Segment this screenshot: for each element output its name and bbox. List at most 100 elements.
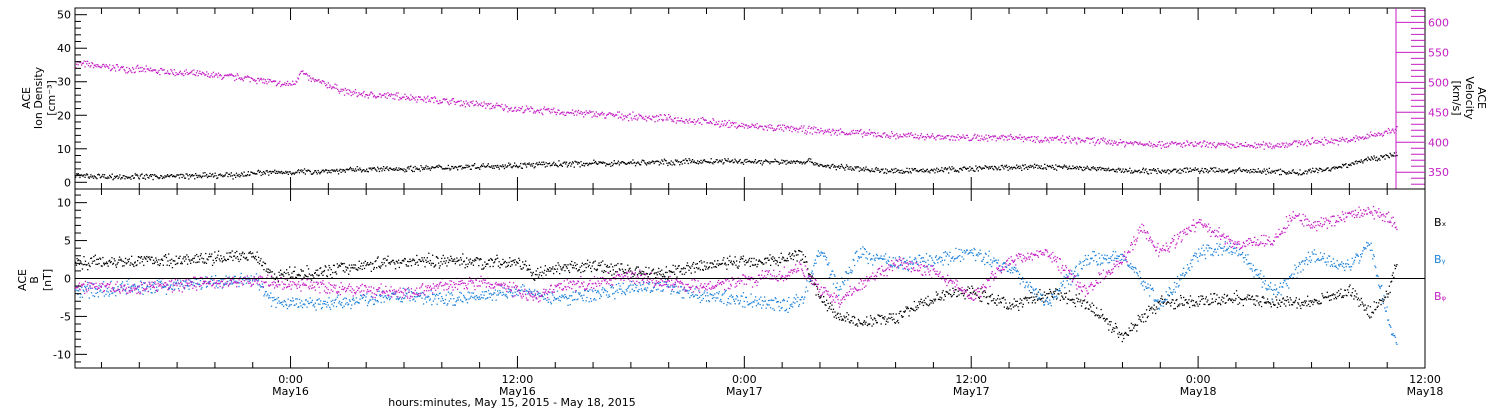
- bx-point: [355, 268, 357, 270]
- density-point: [428, 167, 431, 169]
- velocity-point: [77, 64, 79, 66]
- density-point: [1256, 171, 1259, 173]
- velocity-point: [605, 117, 607, 119]
- velocity-point: [939, 138, 941, 140]
- velocity-point: [466, 103, 468, 105]
- bx-point: [1372, 311, 1374, 313]
- bx-point: [750, 260, 752, 263]
- bx-point: [1360, 304, 1362, 306]
- bx-point: [227, 258, 230, 261]
- density-point: [864, 168, 866, 170]
- density-point: [1144, 169, 1146, 171]
- bx-point: [176, 263, 178, 265]
- bx-point: [1261, 296, 1263, 299]
- density-point: [1056, 169, 1058, 171]
- bx-point: [441, 263, 444, 265]
- density-point: [165, 176, 167, 178]
- bx-point: [672, 264, 674, 266]
- by-point: [78, 288, 81, 290]
- bx-point: [1147, 315, 1149, 317]
- density-point: [448, 167, 450, 170]
- velocity-point: [749, 126, 751, 128]
- bx-point: [1170, 301, 1173, 304]
- bx-point: [1052, 291, 1055, 293]
- bx-point: [129, 264, 131, 266]
- bx-point: [131, 255, 133, 257]
- density-point: [662, 160, 664, 162]
- bx-point: [537, 267, 539, 270]
- bx-point: [116, 263, 118, 265]
- bx-point: [224, 258, 226, 260]
- velocity-point: [764, 125, 766, 127]
- velocity-point: [450, 102, 452, 104]
- velocity-point: [474, 104, 476, 106]
- velocity-point: [584, 114, 586, 116]
- bx-point: [830, 308, 832, 310]
- bx-point: [263, 269, 265, 271]
- bx-point: [655, 277, 657, 279]
- density-point: [347, 169, 349, 171]
- velocity-point: [792, 126, 794, 128]
- velocity-point: [706, 122, 708, 124]
- velocity-point: [245, 76, 247, 78]
- velocity-point: [1326, 142, 1328, 145]
- bx-point: [825, 304, 827, 306]
- bx-point: [841, 319, 843, 321]
- velocity-point: [583, 116, 585, 118]
- velocity-point: [1102, 139, 1104, 141]
- velocity-point: [460, 100, 462, 102]
- velocity-point: [1042, 140, 1044, 142]
- density-point: [451, 165, 454, 168]
- density-point: [197, 174, 199, 177]
- bx-point: [1356, 299, 1359, 301]
- bx-point: [539, 271, 541, 274]
- density-point: [613, 160, 615, 162]
- velocity-point: [491, 105, 494, 108]
- velocity-point: [1175, 141, 1177, 144]
- density-point: [310, 173, 312, 175]
- density-point: [1372, 158, 1374, 161]
- density-point: [726, 160, 728, 162]
- density-point: [611, 164, 614, 167]
- bx-point: [115, 266, 118, 268]
- bx-point: [450, 257, 453, 260]
- bx-point: [382, 264, 384, 266]
- bx-point: [1353, 295, 1356, 297]
- velocity-point: [984, 138, 986, 140]
- bx-point: [132, 264, 134, 266]
- bx-point: [211, 253, 213, 255]
- bx-point: [317, 275, 320, 277]
- bx-point: [1062, 298, 1064, 300]
- density-point: [1314, 170, 1316, 172]
- density-point: [113, 177, 115, 180]
- bx-point: [1378, 302, 1380, 304]
- velocity-point: [95, 64, 97, 66]
- density-point: [776, 160, 778, 163]
- density-point: [1392, 154, 1394, 156]
- density-point: [1221, 171, 1223, 173]
- bx-point: [635, 267, 637, 269]
- velocity-point: [869, 133, 871, 135]
- density-point: [397, 169, 399, 171]
- velocity-point: [737, 125, 740, 127]
- bx-point: [224, 259, 226, 261]
- bx-point: [1132, 324, 1134, 326]
- bx-point: [386, 259, 388, 261]
- velocity-point: [525, 105, 528, 107]
- bx-point: [498, 261, 500, 263]
- velocity-point: [605, 114, 608, 117]
- density-point: [461, 168, 463, 170]
- velocity-point: [756, 123, 758, 125]
- density-point: [394, 169, 396, 171]
- density-point: [1306, 173, 1308, 175]
- density-point: [762, 162, 764, 164]
- velocity-point: [1215, 147, 1217, 149]
- velocity-point: [1032, 140, 1034, 143]
- bx-point: [639, 271, 641, 273]
- velocity-point: [548, 110, 551, 112]
- bx-point: [411, 259, 413, 262]
- density-point: [706, 161, 708, 163]
- density-point: [372, 167, 375, 169]
- velocity-point: [1364, 137, 1366, 139]
- density-point: [416, 167, 418, 169]
